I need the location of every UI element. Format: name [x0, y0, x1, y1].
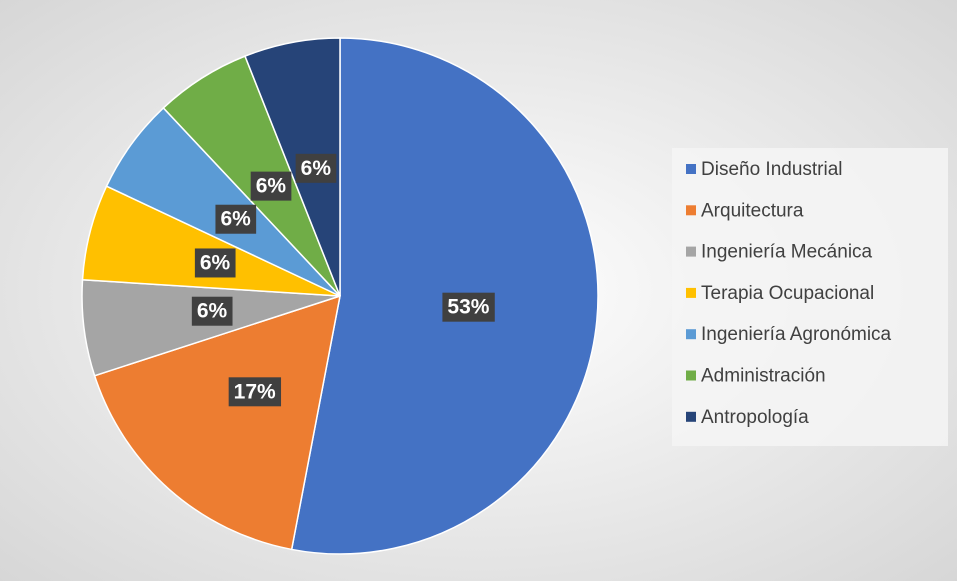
data-label-bg — [250, 171, 292, 201]
legend-label: Administración — [701, 366, 826, 387]
data-label-bg — [194, 248, 236, 278]
pie-slice — [93, 294, 341, 551]
data-label: 6% — [256, 175, 287, 198]
legend-swatch — [686, 329, 696, 340]
data-label-bg — [295, 153, 337, 183]
legend-label: Arquitectura — [701, 200, 804, 221]
legend-label: Ingeniería Mecánica — [701, 242, 873, 263]
data-label: 53% — [447, 296, 489, 319]
data-label: 17% — [234, 380, 276, 403]
legend-swatch — [686, 164, 696, 174]
data-label-bg — [228, 377, 282, 407]
data-label: 6% — [220, 208, 251, 231]
data-label-bg — [442, 292, 495, 322]
data-label: 6% — [200, 251, 231, 274]
legend-swatch — [686, 205, 696, 216]
legend-swatch — [686, 411, 696, 422]
data-label: 6% — [197, 300, 228, 323]
pie-slice — [244, 37, 341, 297]
legend-swatch — [686, 287, 696, 298]
legend-label: Diseño Industrial — [701, 159, 843, 180]
legend-label: Ingeniería Agronómica — [701, 324, 892, 345]
data-label-bg — [215, 204, 257, 234]
legend-swatch — [686, 246, 696, 257]
legend-label: Terapia Ocupacional — [701, 283, 874, 304]
legend-box — [672, 148, 948, 446]
data-label: 6% — [301, 157, 332, 180]
legend-label: Antropología — [701, 407, 809, 428]
data-label-bg — [191, 296, 233, 326]
legend-swatch — [686, 370, 696, 381]
